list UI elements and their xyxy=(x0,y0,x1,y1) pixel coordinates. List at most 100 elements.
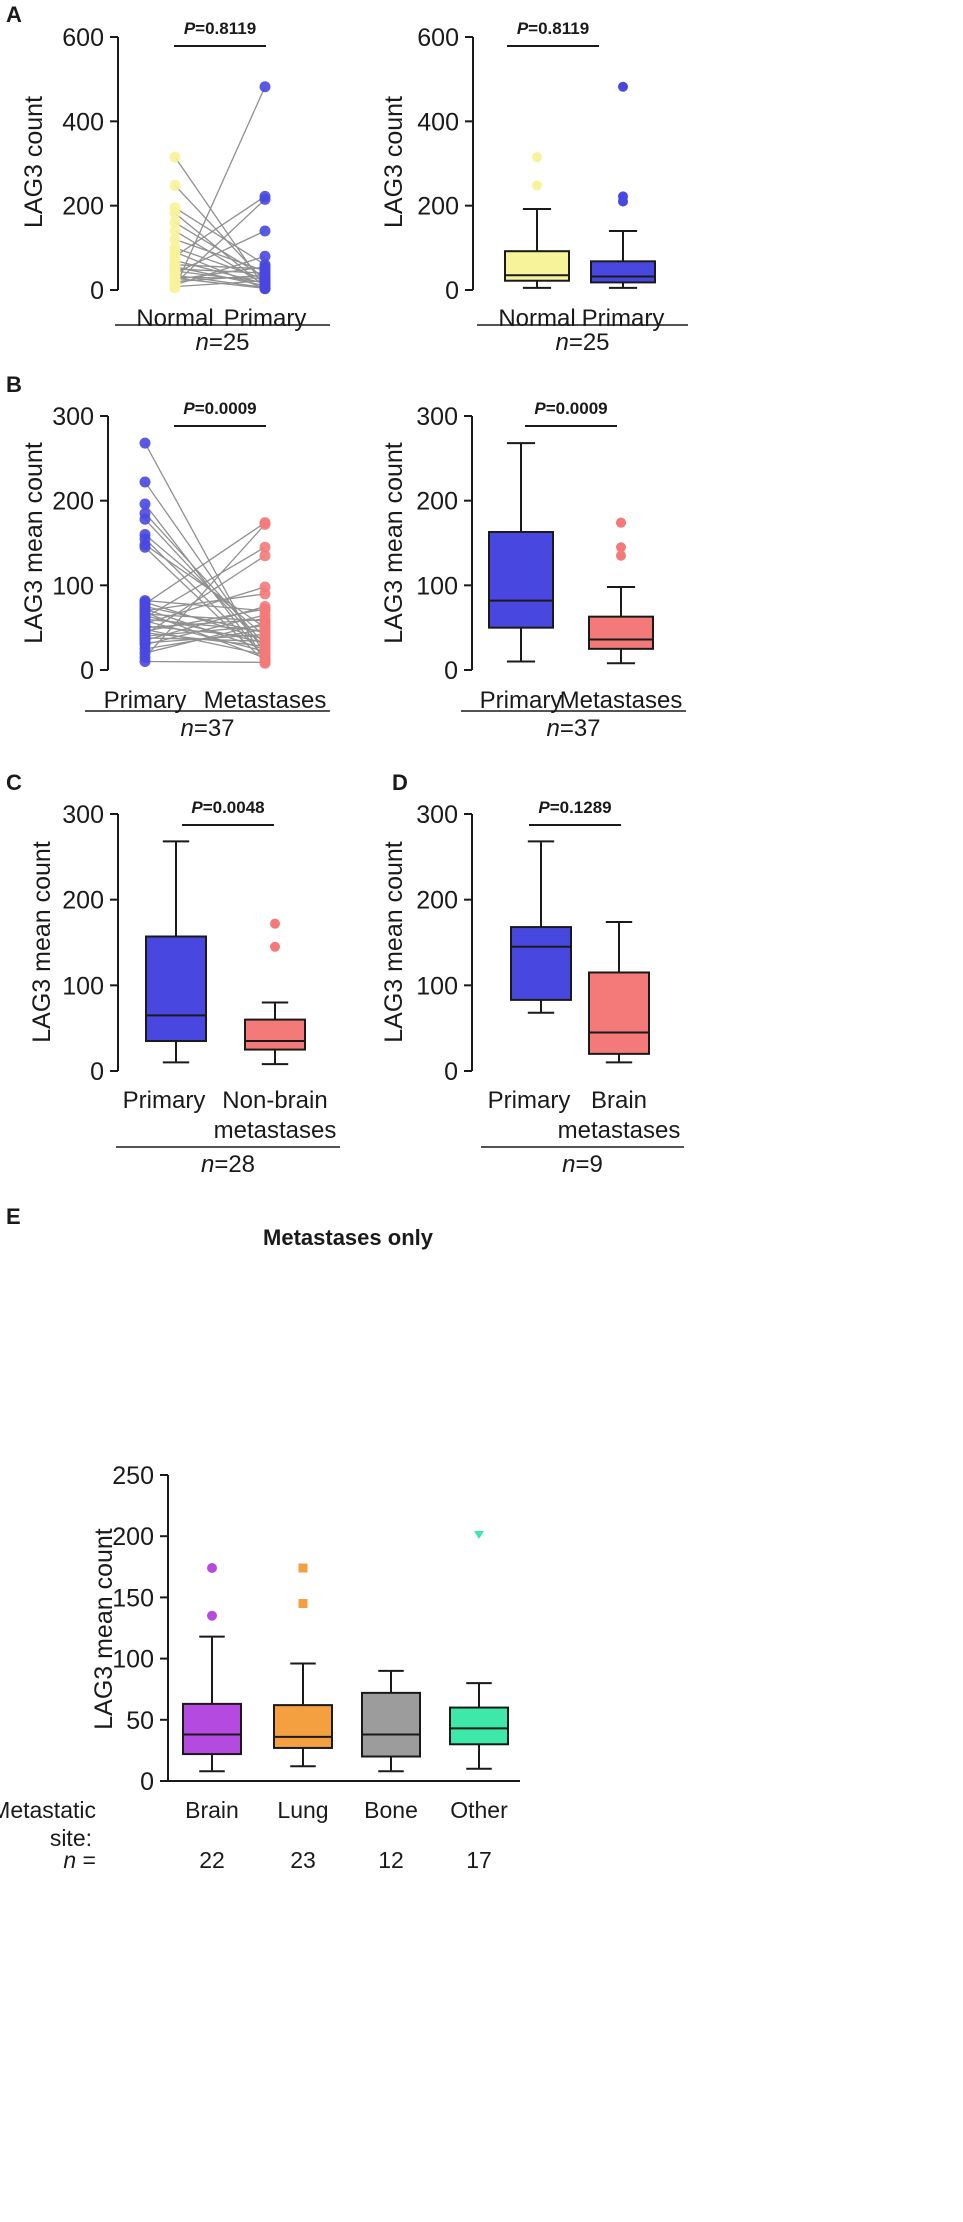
series-metastases xyxy=(259,517,271,669)
box-brain xyxy=(182,1563,242,1773)
pair-line xyxy=(144,628,266,650)
n-letter: n xyxy=(546,715,559,742)
pair-line xyxy=(174,280,266,288)
x-category-lung: Lung xyxy=(277,1797,328,1823)
p-value-label: P=0.8119 xyxy=(184,19,256,38)
y-tick-label: 50 xyxy=(126,1707,154,1735)
p-letter: P xyxy=(538,798,550,817)
n-label: n=9 xyxy=(562,1151,603,1178)
data-point xyxy=(169,225,181,237)
y-tick-label: 600 xyxy=(62,24,104,52)
box-non-brain-metastases xyxy=(244,918,306,1066)
x-category-primary: Primary xyxy=(104,687,187,714)
outlier-point xyxy=(298,1599,308,1609)
y-tick-label: 100 xyxy=(52,572,94,600)
y-tick-label: 300 xyxy=(52,403,94,431)
n-value-other: 17 xyxy=(466,1847,492,1873)
pair-line xyxy=(174,259,266,285)
data-point xyxy=(259,81,271,93)
pair-line xyxy=(174,230,266,274)
y-tick-label: 600 xyxy=(417,24,459,52)
y-tick-label: 100 xyxy=(416,572,458,600)
pair-line xyxy=(144,628,266,656)
box-primary xyxy=(510,840,572,1014)
n-number: =37 xyxy=(194,715,235,742)
box-iqr xyxy=(588,615,654,650)
n-row-label: n = xyxy=(63,1847,96,1873)
box-primary xyxy=(590,81,656,289)
box-iqr xyxy=(273,1704,333,1749)
n-label: n=37 xyxy=(180,715,234,742)
data-point xyxy=(139,498,151,510)
outlier-point xyxy=(298,1563,308,1573)
x-category-brain: Brain xyxy=(185,1797,239,1823)
y-tick-label: 100 xyxy=(416,972,458,1000)
y-axis-label: LAG3 mean count xyxy=(380,442,408,644)
data-point xyxy=(139,476,151,488)
pair-line xyxy=(144,660,266,664)
n-number: =9 xyxy=(575,1151,602,1178)
n-letter: n xyxy=(180,715,193,742)
n-number: =25 xyxy=(209,329,250,356)
outlier-point xyxy=(616,542,626,553)
y-axis-label: LAG3 mean count xyxy=(20,442,48,644)
p-number: =0.1289 xyxy=(550,798,612,817)
n-label: n=28 xyxy=(201,1151,255,1178)
n-letter: n xyxy=(201,1151,214,1178)
p-letter: P xyxy=(191,798,203,817)
panel-d: D 0 100 200 300 LAG3 mean count Primary Brain me… xyxy=(380,770,684,1178)
y-tick-label: 400 xyxy=(62,108,104,136)
n-number: =37 xyxy=(560,715,601,742)
pair-line xyxy=(144,518,266,649)
box-primary xyxy=(145,840,207,1064)
box-other xyxy=(449,1530,509,1770)
y-tick-label: 400 xyxy=(417,108,459,136)
data-point xyxy=(169,233,181,245)
p-value-label: P=0.0009 xyxy=(183,399,256,418)
n-letter: n xyxy=(63,1847,76,1873)
data-point xyxy=(259,193,271,205)
pair-line xyxy=(144,523,266,658)
pair-line xyxy=(174,86,266,289)
y-axis-label: LAG3 mean count xyxy=(28,841,56,1043)
pair-line xyxy=(174,207,266,266)
row-label-site-1: Metastatic xyxy=(0,1797,96,1823)
series-normal xyxy=(169,151,181,294)
p-letter: P xyxy=(534,399,546,418)
x-category-bone: Bone xyxy=(364,1797,418,1823)
x-category-metastases: Metastases xyxy=(204,687,327,714)
pair-line xyxy=(144,614,266,646)
y-tick-label: 0 xyxy=(140,1768,154,1796)
data-point xyxy=(139,437,151,449)
y-axis-label: LAG3 mean count xyxy=(380,841,408,1043)
outlier-point xyxy=(532,152,542,163)
outlier-point xyxy=(207,1610,217,1621)
p-number: =0.0009 xyxy=(195,399,257,418)
pair-line xyxy=(174,266,266,281)
panel-e: E 0 50 100 150 200 250 LAG3 mean count Metastase… xyxy=(0,1204,520,1873)
pair-line xyxy=(144,593,266,612)
pair-line xyxy=(144,544,266,629)
x-category-primary: Primary xyxy=(123,1087,206,1114)
y-tick-label: 0 xyxy=(90,277,104,305)
box-bone xyxy=(361,1669,421,1773)
x-category-metastases: metastases xyxy=(214,1117,337,1144)
y-tick-label: 300 xyxy=(416,403,458,431)
y-tick-label: 100 xyxy=(112,1646,154,1674)
p-letter: P xyxy=(184,19,196,38)
pair-line xyxy=(174,238,266,272)
outlier-point xyxy=(616,550,626,561)
n-label: n=25 xyxy=(555,329,609,356)
n-letter: n xyxy=(195,329,208,356)
x-category-primary: Primary xyxy=(480,687,563,714)
p-number: =0.8119 xyxy=(195,19,256,38)
y-tick-label: 0 xyxy=(444,657,458,685)
y-tick-label: 200 xyxy=(62,887,104,915)
x-category-brain: Brain xyxy=(591,1087,647,1114)
p-number: =0.0048 xyxy=(203,798,265,817)
outlier-point xyxy=(532,180,542,191)
y-tick-label: 200 xyxy=(417,193,459,221)
pair-lines xyxy=(144,442,266,664)
